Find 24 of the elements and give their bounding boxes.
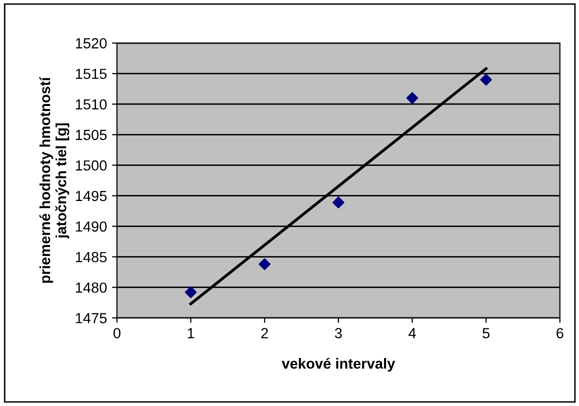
y-tick-label: 1490: [76, 221, 107, 232]
x-axis-title: vekové intervaly: [282, 358, 396, 372]
y-tick-label: 1500: [76, 160, 107, 171]
y-axis-title: priemerné hodnoty hmotností jatočných tiel [g]: [39, 76, 70, 283]
y-tick-label: 1510: [76, 99, 107, 110]
point: [332, 196, 344, 208]
point: [258, 258, 270, 270]
x-tick-label: 4: [408, 328, 416, 338]
y-tick-label: 1515: [76, 68, 107, 80]
x-tick-label: 0: [113, 328, 120, 338]
y-tick-label: 1480: [76, 282, 107, 293]
point: [406, 92, 418, 104]
x-tick-label: 2: [261, 328, 268, 338]
y-tick-label: 1485: [76, 252, 107, 262]
y-tick-label: 1475: [76, 313, 107, 324]
y-tick-label: 1520: [76, 38, 107, 48]
x-tick-label: 3: [334, 328, 342, 338]
x-tick-label: 6: [556, 328, 564, 338]
point: [480, 74, 492, 86]
point: [184, 286, 197, 298]
y-tick-label: 1505: [76, 130, 107, 140]
y-tick-label: 1495: [76, 190, 107, 202]
x-tick-label: 1: [188, 328, 194, 338]
x-tick-label: 5: [482, 328, 490, 338]
